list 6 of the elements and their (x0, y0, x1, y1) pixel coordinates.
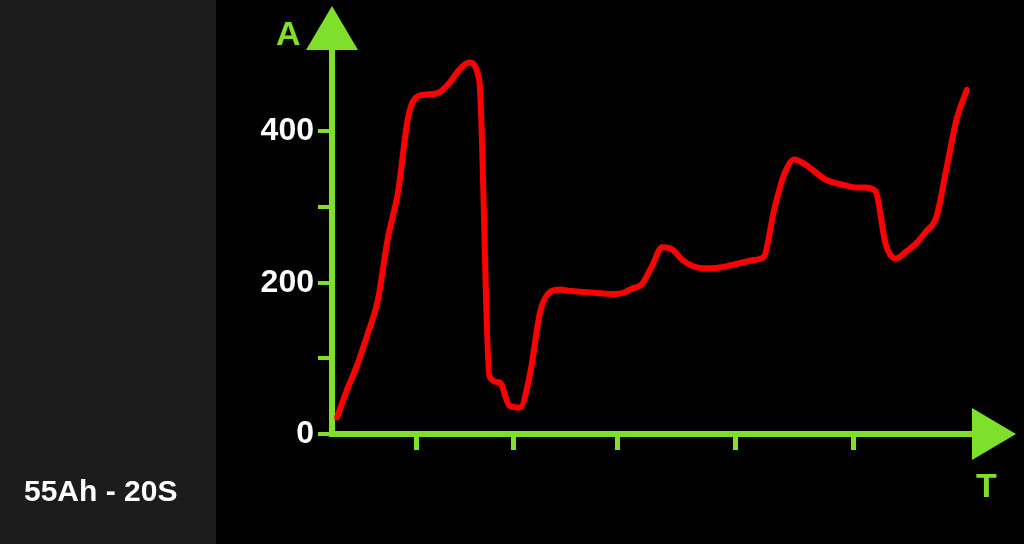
x-axis-title: T (976, 466, 997, 504)
y-tick-label: 0 (296, 413, 314, 450)
y-tick-label: 400 (260, 111, 314, 148)
y-axis-title: A (276, 14, 301, 52)
text: 55Ah - 20S (24, 474, 178, 508)
y-tick-label: 200 (260, 262, 314, 299)
